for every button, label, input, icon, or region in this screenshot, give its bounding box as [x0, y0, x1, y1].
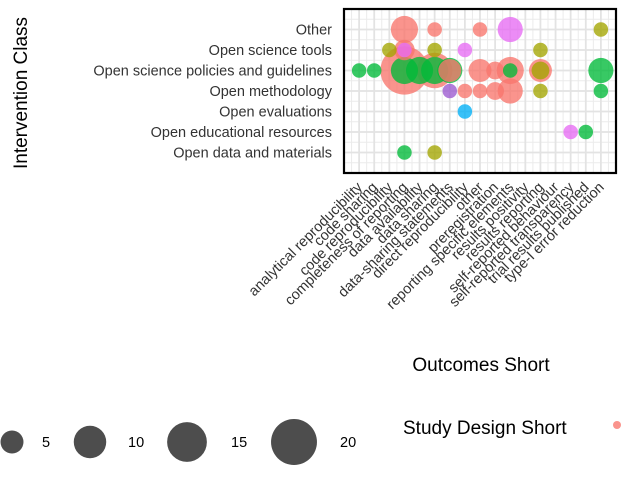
data-point — [472, 22, 488, 37]
size-legend: 5 10 15 20 — [0, 419, 356, 465]
data-point — [397, 145, 412, 160]
size-legend-key — [167, 422, 207, 462]
data-point — [442, 83, 458, 99]
data-point — [468, 59, 492, 82]
data-point — [351, 63, 367, 78]
data-point — [382, 42, 397, 58]
size-legend-key — [271, 419, 317, 465]
data-point — [486, 82, 505, 100]
data-point — [427, 22, 442, 37]
data-point — [427, 145, 442, 160]
y-tick-label: Open science tools — [209, 43, 332, 59]
x-axis-title: Outcomes Short — [412, 355, 550, 376]
data-point — [497, 78, 523, 104]
data-point — [533, 83, 548, 99]
y-tick-label: Open methodology — [209, 84, 332, 100]
size-legend-label: 5 — [42, 435, 50, 451]
data-point — [593, 22, 609, 37]
data-points — [351, 15, 614, 160]
color-legend-key — [613, 421, 621, 429]
data-point — [397, 42, 412, 58]
data-point — [486, 61, 505, 80]
data-point — [497, 16, 523, 43]
data-point — [531, 61, 550, 80]
size-legend-key — [0, 430, 24, 454]
data-point — [390, 15, 419, 44]
data-point — [593, 83, 609, 99]
data-point — [533, 42, 548, 58]
data-point — [457, 83, 473, 99]
size-legend-label: 15 — [231, 435, 247, 451]
data-point — [366, 63, 382, 78]
size-legend-label: 10 — [128, 435, 144, 451]
data-point — [502, 63, 518, 78]
data-point — [563, 124, 578, 140]
color-legend: Study Design Short — [403, 418, 621, 439]
y-tick-label: Open educational resources — [151, 125, 332, 141]
data-point — [457, 104, 473, 119]
color-legend-title: Study Design Short — [403, 418, 567, 439]
size-legend-label: 20 — [340, 435, 356, 451]
y-tick-label: Open evaluations — [219, 105, 332, 121]
data-point — [438, 59, 462, 82]
y-tick-label: Open data and materials — [173, 146, 332, 162]
y-axis-title: Intervention Class — [11, 17, 32, 169]
data-point — [588, 57, 614, 84]
data-point — [472, 83, 488, 99]
data-point — [427, 42, 442, 58]
y-tick-label: Open science policies and guidelines — [93, 64, 332, 80]
size-legend-key — [73, 425, 107, 459]
y-tick-label: Other — [296, 23, 332, 39]
plot-panel-border — [342, 7, 618, 175]
y-axis-tick-labels: Open data and materials Open educational … — [93, 23, 332, 162]
data-point — [457, 42, 473, 58]
data-point — [578, 124, 594, 140]
